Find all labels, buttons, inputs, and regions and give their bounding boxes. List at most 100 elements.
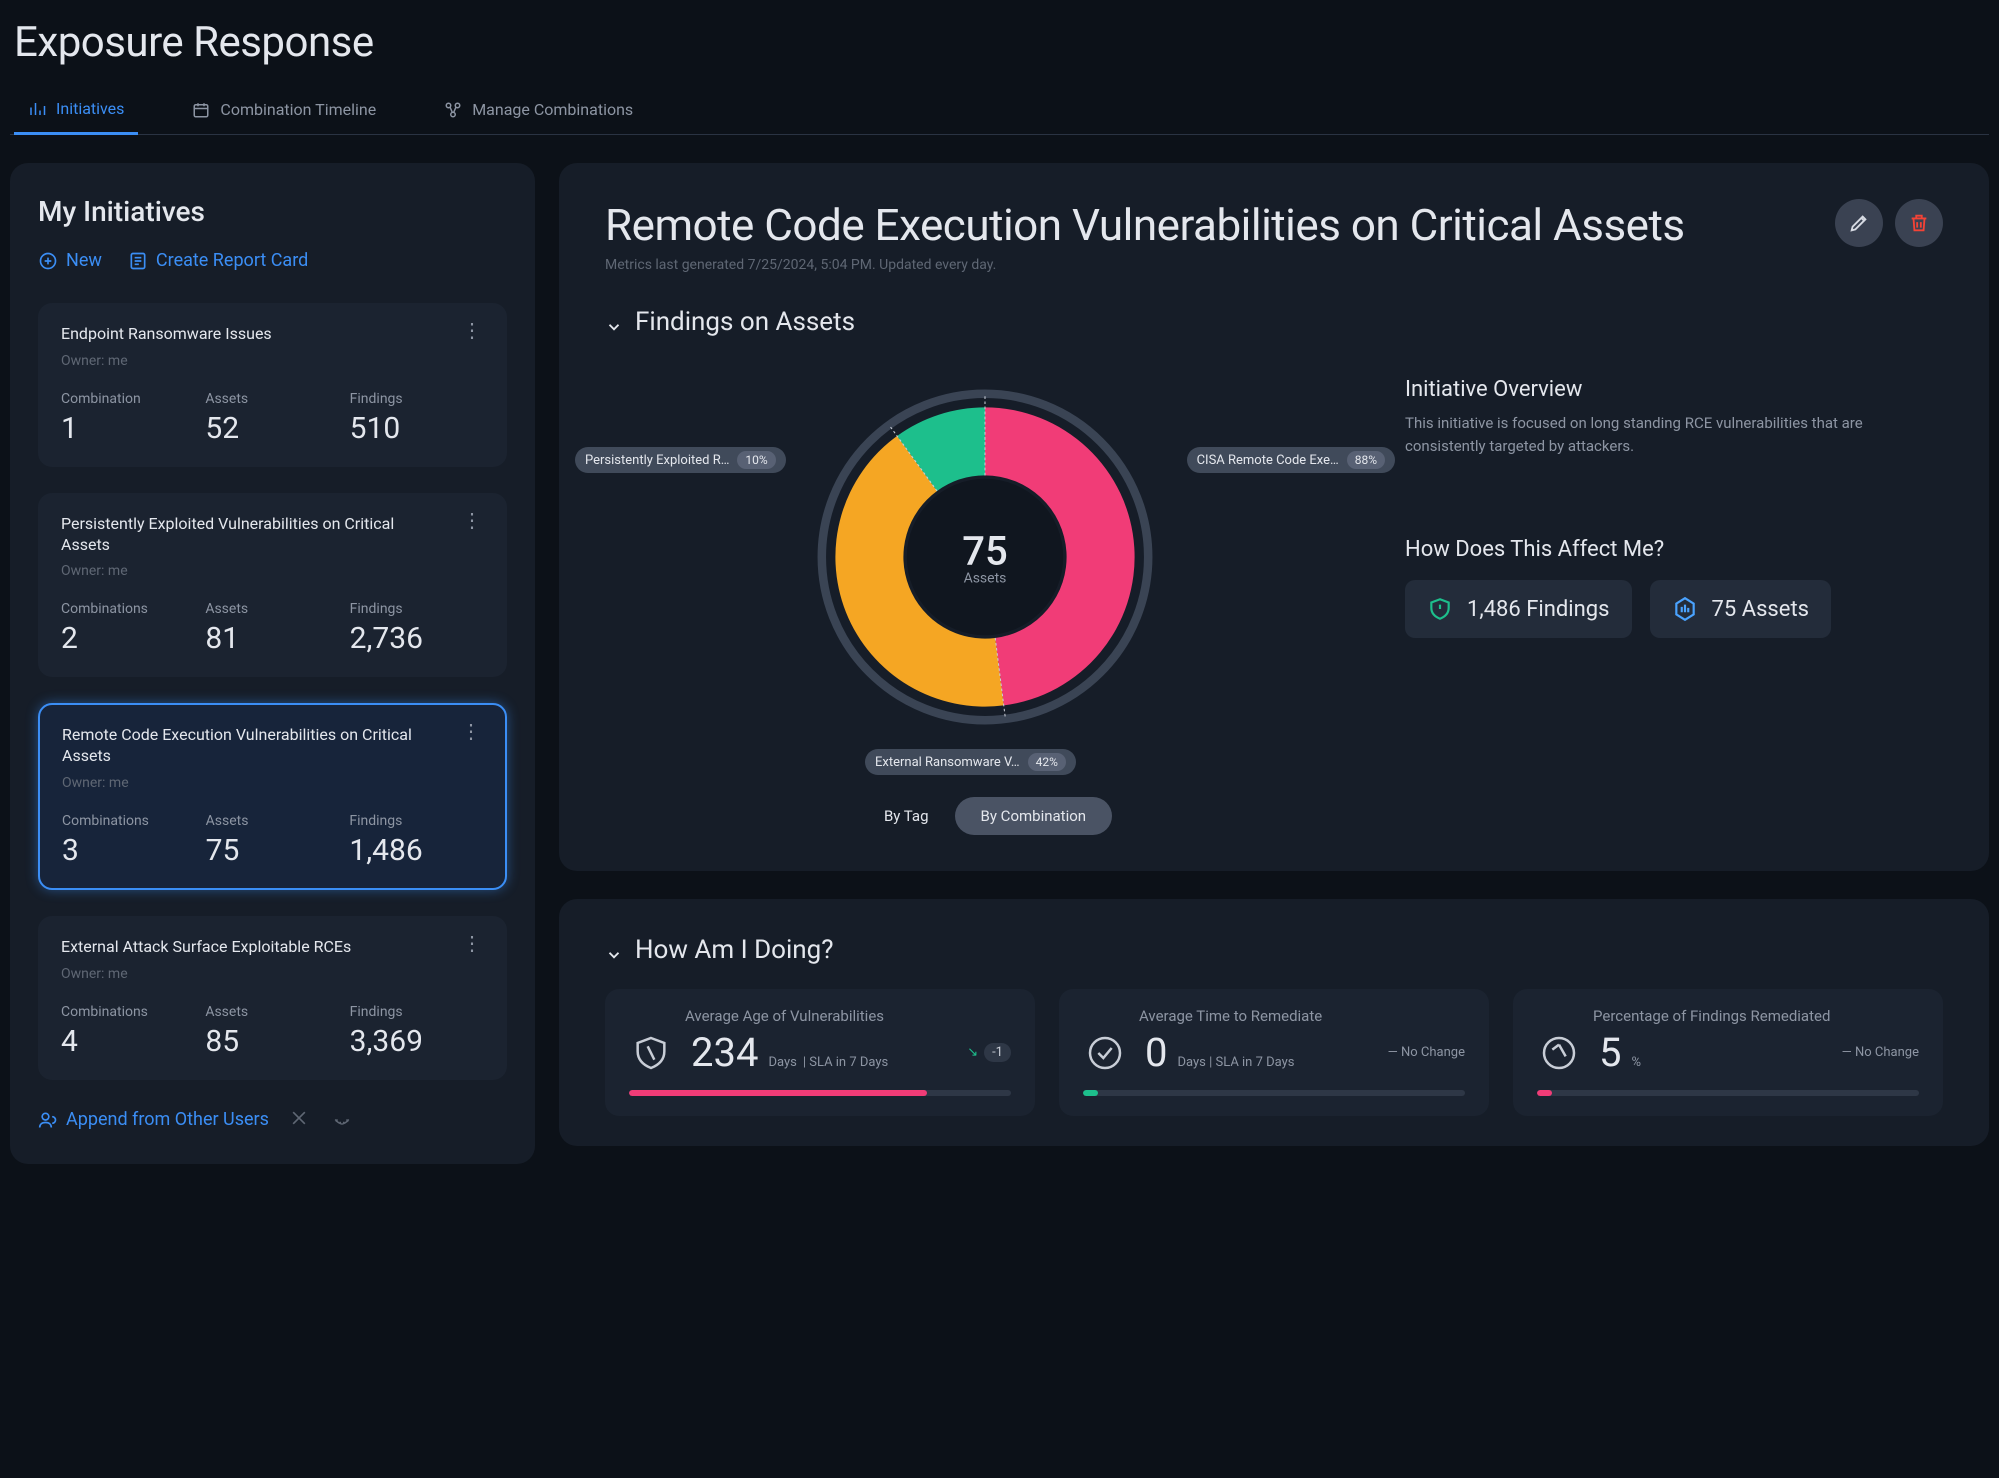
slice-text: Persistently Exploited R… — [585, 453, 729, 468]
initiative-subtitle: Metrics last generated 7/25/2024, 5:04 P… — [605, 257, 1685, 273]
slice-text: External Ransomware V… — [875, 755, 1020, 770]
tab-timeline[interactable]: Combination Timeline — [178, 89, 390, 134]
donut-center: 75 Assets — [962, 528, 1007, 587]
metric-label: Combinations — [62, 813, 196, 829]
chevron-down-icon — [605, 941, 623, 959]
metric-label: Assets — [205, 601, 339, 617]
append-label: Append from Other Users — [66, 1109, 269, 1130]
slice-label-cisa: CISA Remote Code Exe… 88% — [1187, 447, 1395, 473]
edit-button[interactable] — [1835, 199, 1883, 247]
initiative-card[interactable]: External Attack Surface Exploitable RCEs… — [38, 916, 507, 1080]
new-label: New — [66, 250, 102, 271]
metric-value: 3 — [62, 833, 196, 868]
card-title: Remote Code Execution Vulnerabilities on… — [62, 725, 412, 767]
toggle-by-tag[interactable]: By Tag — [858, 797, 955, 835]
metric-value: 2,736 — [350, 621, 484, 656]
tab-label: Initiatives — [56, 99, 124, 118]
metric-value: 510 — [350, 411, 484, 446]
assets-pill[interactable]: 75 Assets — [1650, 580, 1831, 638]
kpi-card[interactable]: Average Age of Vulnerabilities 234 Days … — [605, 989, 1035, 1116]
slice-label-external: External Ransomware V… 42% — [865, 749, 1076, 775]
assets-pill-text: 75 Assets — [1712, 597, 1809, 622]
nodes-icon — [444, 101, 462, 119]
tab-manage[interactable]: Manage Combinations — [430, 89, 647, 134]
card-menu-button[interactable]: ⋮ — [460, 514, 484, 526]
initiative-title: Remote Code Execution Vulnerabilities on… — [605, 199, 1685, 251]
kpi-card[interactable]: Average Time to Remediate 0 Days | SLA i… — [1059, 989, 1489, 1116]
shield-icon — [1427, 596, 1453, 622]
create-report-card-button[interactable]: Create Report Card — [128, 250, 308, 271]
sidebar-title: My Initiatives — [38, 195, 507, 228]
overview-title: Initiative Overview — [1405, 377, 1943, 402]
initiative-card[interactable]: Remote Code Execution Vulnerabilities on… — [38, 703, 507, 890]
slice-text: CISA Remote Code Exe… — [1197, 453, 1339, 468]
overview-text: This initiative is focused on long stand… — [1405, 412, 1943, 457]
tabs: Initiatives Combination Timeline Manage … — [10, 89, 1989, 135]
report-label: Create Report Card — [156, 250, 308, 271]
initiative-detail-panel: Remote Code Execution Vulnerabilities on… — [559, 163, 1989, 871]
kpi-value: 5 — [1599, 1029, 1621, 1076]
chevron-down-icon — [605, 313, 623, 331]
kpi-card[interactable]: Percentage of Findings Remediated 5 % — … — [1513, 989, 1943, 1116]
kpi-icon — [629, 1031, 673, 1075]
kpi-progress — [629, 1090, 1011, 1096]
metric-value: 52 — [205, 411, 339, 446]
toggle-by-combination[interactable]: By Combination — [955, 797, 1113, 835]
kpi-title: Percentage of Findings Remediated — [1593, 1007, 1919, 1025]
card-menu-button[interactable]: ⋮ — [460, 937, 484, 949]
metric-label: Findings — [350, 391, 484, 407]
kpi-sla: | SLA in 7 Days — [803, 1055, 888, 1070]
kpi-icon — [1537, 1031, 1581, 1075]
metric-label: Combinations — [61, 1004, 195, 1020]
slice-pct: 42% — [1028, 753, 1066, 771]
metric-label: Assets — [206, 813, 340, 829]
users-icon — [38, 1110, 58, 1130]
tab-initiatives[interactable]: Initiatives — [14, 89, 138, 135]
eye-off-icon[interactable] — [329, 1109, 355, 1131]
kpi-progress — [1083, 1090, 1465, 1096]
card-title: Endpoint Ransomware Issues — [61, 324, 272, 345]
kpi-unit: % — [1631, 1055, 1641, 1070]
affect-title: How Does This Affect Me? — [1405, 537, 1943, 562]
delete-button[interactable] — [1895, 199, 1943, 247]
new-initiative-button[interactable]: New — [38, 250, 102, 271]
metric-value: 1,486 — [349, 833, 483, 868]
donut-center-label: Assets — [962, 571, 1007, 587]
bars-icon — [28, 100, 46, 118]
kpi-title: Average Time to Remediate — [1139, 1007, 1465, 1025]
donut-chart: 75 Assets CISA Remote Code Exe… 88% Exte… — [605, 347, 1365, 835]
findings-pill[interactable]: 1,486 Findings — [1405, 580, 1632, 638]
metric-label: Combination — [61, 391, 195, 407]
card-title: Persistently Exploited Vulnerabilities o… — [61, 514, 411, 556]
metric-label: Findings — [350, 1004, 484, 1020]
metric-value: 85 — [205, 1024, 339, 1059]
kpi-progress — [1537, 1090, 1919, 1096]
initiative-card[interactable]: Endpoint Ransomware Issues Owner: me ⋮ C… — [38, 303, 507, 467]
card-menu-button[interactable]: ⋮ — [460, 324, 484, 336]
card-owner: Owner: me — [61, 563, 411, 579]
slice-pct: 88% — [1347, 451, 1385, 469]
metric-value: 2 — [61, 621, 195, 656]
initiative-card[interactable]: Persistently Exploited Vulnerabilities o… — [38, 493, 507, 678]
slice-pct: 10% — [737, 451, 775, 469]
report-icon — [128, 251, 148, 271]
doing-header-text: How Am I Doing? — [635, 935, 834, 965]
metric-label: Assets — [205, 1004, 339, 1020]
donut-center-value: 75 — [962, 528, 1007, 575]
card-menu-button[interactable]: ⋮ — [459, 725, 483, 737]
kpi-delta: — No Change — [1842, 1045, 1919, 1060]
hex-icon — [1672, 596, 1698, 622]
doing-section-header[interactable]: How Am I Doing? — [605, 935, 1943, 965]
kpi-delta: -1 — [984, 1043, 1011, 1062]
findings-section-header[interactable]: Findings on Assets — [605, 307, 1943, 337]
kpi-value: 0 — [1145, 1029, 1167, 1076]
metric-value: 3,369 — [350, 1024, 484, 1059]
metric-value: 75 — [206, 833, 340, 868]
calendar-icon — [192, 101, 210, 119]
tab-label: Combination Timeline — [220, 100, 376, 119]
how-am-i-doing-panel: How Am I Doing? Average Age of Vulnerabi… — [559, 899, 1989, 1146]
kpi-value: 234 — [691, 1029, 758, 1076]
append-from-users-button[interactable]: Append from Other Users — [38, 1109, 269, 1130]
close-icon[interactable] — [289, 1108, 309, 1132]
metric-value: 4 — [61, 1024, 195, 1059]
